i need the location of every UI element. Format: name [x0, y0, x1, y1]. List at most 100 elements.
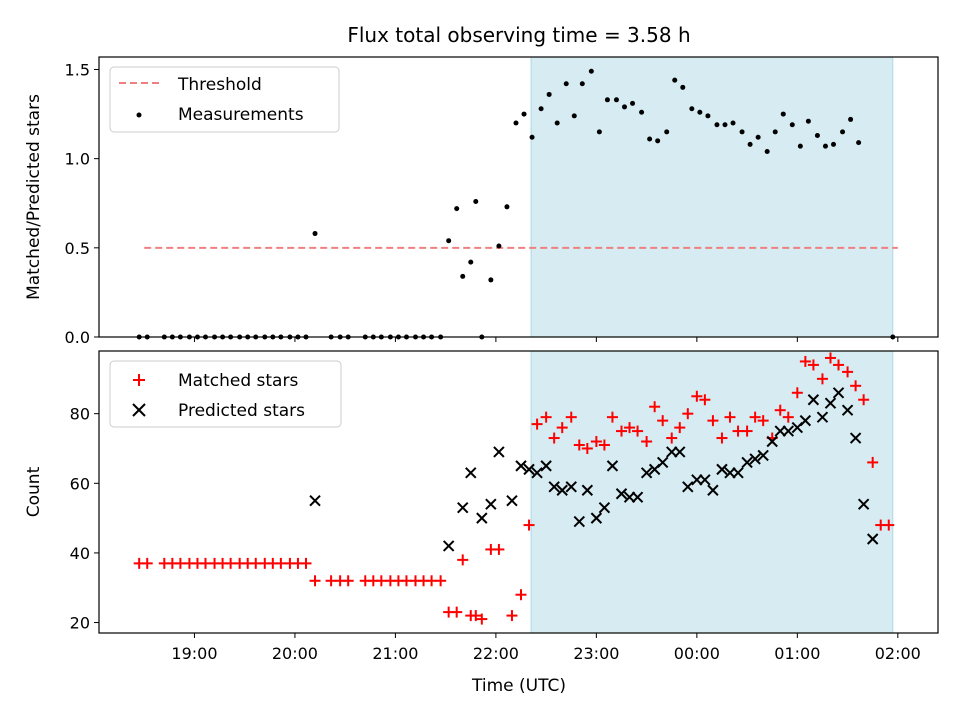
predicted-star-point: [493, 446, 505, 458]
x-tick-label: 20:00: [272, 644, 318, 663]
matched-star-point: [451, 606, 463, 618]
predicted-star-point: [849, 432, 862, 444]
matched-star-point: [641, 436, 653, 448]
measurement-point: [680, 84, 686, 90]
matched-star-point: [707, 415, 719, 427]
predicted-star-point: [540, 460, 552, 472]
measurement-point: [312, 231, 318, 237]
measurement-point: [764, 149, 770, 155]
matched-star-point: [833, 359, 845, 371]
measurement-point: [630, 100, 636, 106]
measurement-point: [504, 204, 510, 210]
predicted-star-point: [832, 387, 845, 399]
matched-legend-marker: [133, 374, 145, 386]
matched-star-point: [666, 432, 678, 444]
measurement-point: [571, 113, 577, 119]
predicted-star-point: [573, 515, 585, 528]
count-legend-box: [109, 360, 342, 428]
predicted-star-point: [816, 411, 829, 423]
measurement-point: [529, 134, 535, 140]
measurement-point: [446, 238, 452, 244]
matched-star-point: [493, 543, 505, 555]
matched-star-point: [699, 394, 711, 406]
measurement-point: [664, 129, 670, 135]
measurement-point: [468, 259, 474, 265]
predicted-star-point: [506, 494, 518, 507]
x-tick-label: 22:00: [473, 644, 519, 663]
predicted-star-point: [799, 414, 812, 427]
predicted-star-point: [707, 484, 719, 496]
measurement-point: [639, 109, 645, 115]
matched-star-point: [606, 411, 618, 423]
matched-star-point: [632, 425, 644, 437]
measurement-point: [814, 132, 820, 138]
threshold-legend-label: Threshold: [177, 75, 262, 95]
measurement-point: [460, 273, 466, 279]
matched-star-point: [573, 439, 585, 451]
measurement-point: [747, 141, 753, 147]
ratio-y-label: Matched/Predicted stars: [24, 94, 44, 300]
measurement-point: [579, 81, 585, 87]
measurement-point: [805, 118, 811, 124]
matched-star-point: [141, 557, 153, 569]
predicted-star-point: [824, 397, 837, 409]
ratio-legend: Threshold Measurements: [109, 66, 340, 133]
ratio-y-tick-label: 0.5: [65, 239, 90, 258]
x-tick-label: 01:00: [774, 644, 820, 663]
x-tick-label: 23:00: [573, 644, 619, 663]
matched-star-point: [523, 519, 535, 531]
measurement-point: [588, 68, 594, 74]
measurement-point: [705, 113, 711, 119]
ratio-legend-box: [109, 66, 340, 133]
predicted-star-point: [807, 394, 820, 406]
ratio-axes-frame: [98, 56, 939, 338]
matched-star-point: [435, 575, 447, 587]
chart-title: Flux total observing time = 3.58 h: [347, 23, 690, 47]
measurement-point: [496, 243, 502, 249]
measurement-point: [554, 120, 560, 126]
predicted-star-point: [866, 533, 879, 545]
matched-star-point: [741, 425, 753, 437]
x-tick-label: 21:00: [372, 644, 418, 663]
x-tick-label: 19:00: [171, 644, 217, 663]
predicted-star-point: [674, 446, 686, 458]
predicted-star-point: [749, 453, 761, 465]
matched-star-point: [774, 404, 786, 416]
measurement-point: [647, 136, 653, 142]
predicted-star-point: [766, 435, 778, 448]
matched-star-point: [615, 425, 627, 437]
measurement-point: [546, 91, 552, 97]
measurement-point: [513, 120, 519, 126]
matched-star-point: [342, 575, 354, 587]
measurement-point: [538, 106, 544, 112]
matched-star-point: [691, 390, 703, 402]
count-axes-frame: [98, 350, 939, 634]
measurement-point: [613, 97, 619, 103]
measurement-point: [714, 122, 720, 128]
predicted-star-point: [476, 512, 488, 524]
ratio-y-tick-label: 1.5: [65, 60, 90, 79]
count-y-tick-label: 40: [70, 544, 90, 563]
measurement-point: [780, 111, 786, 117]
measurement-point: [856, 140, 862, 146]
measurement-point: [697, 109, 703, 115]
matched-star-point: [300, 557, 312, 569]
predicted-star-point: [640, 467, 653, 479]
matched-star-point: [598, 439, 610, 451]
measurement-point: [596, 129, 602, 135]
measurement-point: [840, 129, 846, 135]
measurement-point: [563, 81, 569, 87]
matched-star-point: [649, 401, 661, 413]
measurement-point: [848, 116, 854, 122]
measurement-point: [755, 134, 761, 140]
matched-star-point: [757, 415, 769, 427]
measurement-point: [521, 111, 527, 117]
predicted-star-point: [757, 449, 769, 462]
matched-star-point: [624, 422, 636, 434]
predicted-star-point: [682, 481, 694, 493]
predicted-star-point: [598, 501, 611, 514]
matched-star-point: [682, 408, 694, 420]
predicted-star-point: [615, 488, 628, 500]
matched-star-point: [515, 589, 527, 601]
measurement-point: [488, 277, 494, 283]
